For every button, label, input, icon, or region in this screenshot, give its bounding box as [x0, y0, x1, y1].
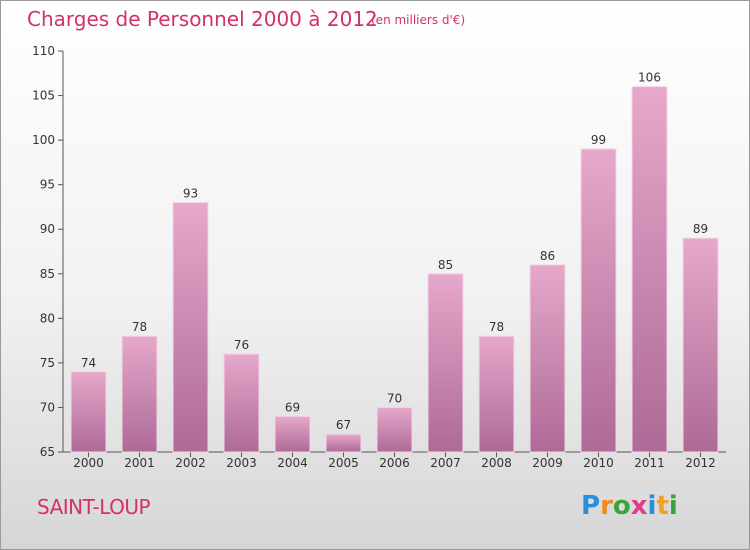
- bar: [478, 335, 515, 453]
- data-label: 99: [591, 133, 606, 147]
- x-tick-label: 2010: [583, 456, 614, 470]
- axes: 65 70 75 80 85 90 95 100 105 110: [32, 44, 726, 459]
- bar: [682, 237, 719, 453]
- y-tick-label: 90: [40, 222, 55, 236]
- logo-letter: t: [656, 491, 669, 521]
- bar: [631, 86, 668, 453]
- data-label: 74: [81, 356, 96, 370]
- data-label: 70: [387, 391, 402, 405]
- data-label: 93: [183, 186, 198, 200]
- y-tick-label: 85: [40, 267, 55, 281]
- logo-letter: P: [581, 491, 601, 521]
- proxiti-logo: Proxiti: [581, 491, 678, 521]
- y-tick-label: 100: [32, 133, 55, 147]
- y-tick-label: 70: [40, 400, 55, 414]
- y-tick-label: 65: [40, 445, 55, 459]
- bar: [274, 415, 311, 453]
- data-label: 106: [638, 71, 661, 85]
- x-tick-label: 2008: [481, 456, 512, 470]
- chart-title: Charges de Personnel 2000 à 2012: [27, 7, 378, 31]
- bar: [223, 353, 260, 453]
- x-tick-label: 2009: [532, 456, 563, 470]
- logo-letter: o: [612, 491, 631, 521]
- x-tick-label: 2012: [685, 456, 716, 470]
- data-label: 78: [132, 320, 147, 334]
- data-label: 76: [234, 338, 249, 352]
- logo-letter: i: [668, 491, 678, 521]
- x-tick-label: 2000: [73, 456, 104, 470]
- y-tick-label: 80: [40, 311, 55, 325]
- bar: [529, 264, 566, 453]
- data-label: 85: [438, 258, 453, 272]
- data-label: 69: [285, 400, 300, 414]
- chart-subtitle: (en milliers d'€): [371, 13, 466, 27]
- x-tick-label: 2003: [226, 456, 257, 470]
- x-tick-label: 2001: [124, 456, 155, 470]
- bar: [172, 201, 209, 453]
- x-tick-label: 2007: [430, 456, 461, 470]
- logo-letter: r: [600, 491, 613, 521]
- y-tick-label: 75: [40, 356, 55, 370]
- logo-letter: i: [647, 491, 657, 521]
- labels: 2000 74 2001 78 2002 93 2003 76 2004 69 2005 67 2006…: [73, 71, 716, 470]
- bar: [580, 148, 617, 453]
- logo-letter: x: [630, 491, 648, 521]
- bar: [376, 406, 413, 453]
- bar: [427, 273, 464, 453]
- y-tick-label: 95: [40, 178, 55, 192]
- bar: [325, 433, 362, 453]
- data-label: 67: [336, 418, 351, 432]
- data-label: 78: [489, 320, 504, 334]
- bar: [70, 371, 107, 453]
- bars: [70, 86, 719, 453]
- y-tick-label: 105: [32, 89, 55, 103]
- x-tick-label: 2006: [379, 456, 410, 470]
- x-tick-label: 2005: [328, 456, 359, 470]
- x-tick-label: 2004: [277, 456, 308, 470]
- bar: [121, 335, 158, 453]
- data-label: 86: [540, 249, 555, 263]
- y-tick-label: 110: [32, 44, 55, 58]
- commune-name: SAINT-LOUP: [37, 495, 151, 519]
- x-tick-label: 2002: [175, 456, 206, 470]
- data-label: 89: [693, 222, 708, 236]
- x-tick-label: 2011: [634, 456, 665, 470]
